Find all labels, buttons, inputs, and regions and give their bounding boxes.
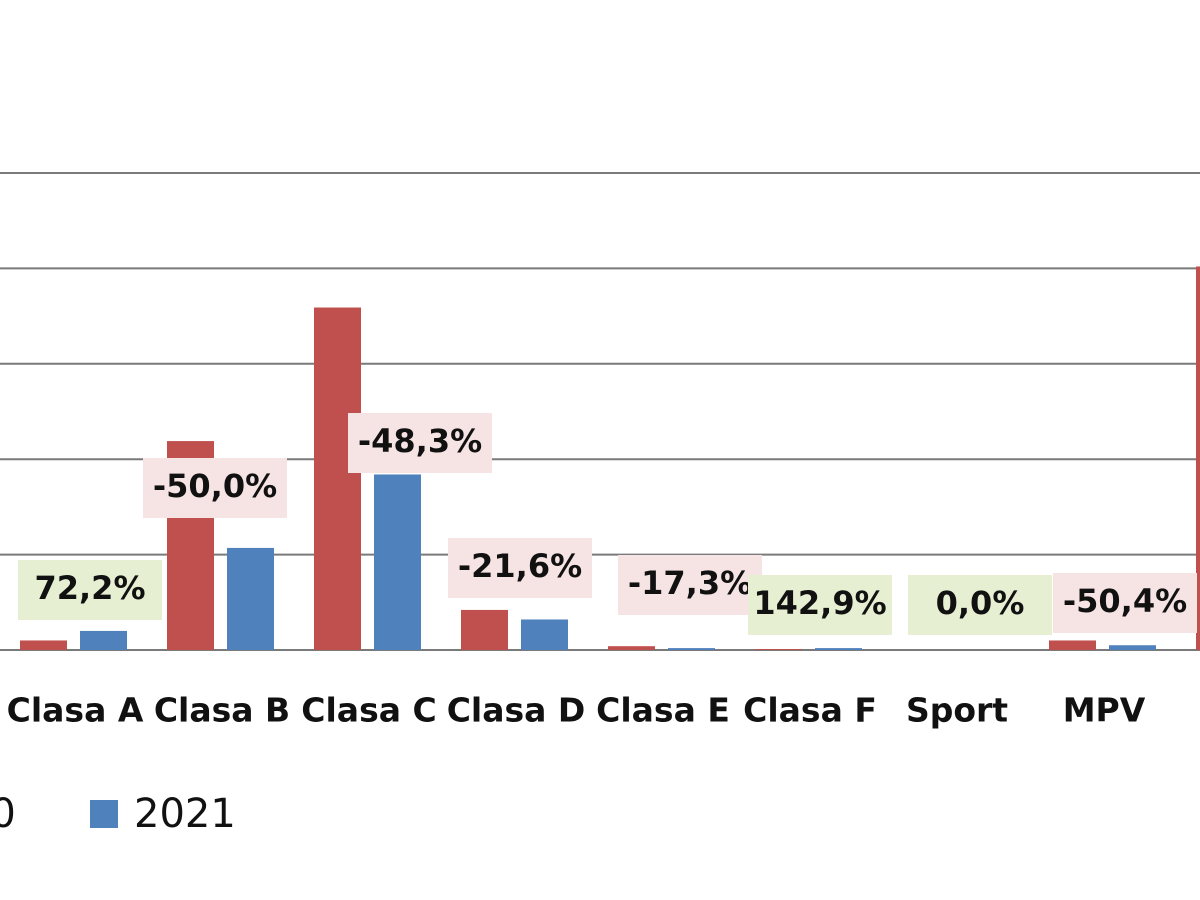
change-label: -17,3% bbox=[628, 564, 752, 602]
x-tick-label: MPV bbox=[1063, 691, 1146, 730]
change-label: -48,3% bbox=[358, 422, 482, 460]
change-label-box bbox=[748, 575, 892, 635]
change-label: -21,6% bbox=[458, 547, 582, 585]
legend-label: 2020 bbox=[0, 791, 16, 837]
change-label: 0,0% bbox=[936, 584, 1025, 622]
bar bbox=[755, 649, 802, 650]
change-label-box bbox=[143, 458, 287, 518]
change-label-box bbox=[448, 538, 592, 598]
change-label: 72,2% bbox=[34, 569, 145, 607]
x-tick-label: Clasa E bbox=[596, 691, 730, 730]
bar bbox=[314, 307, 361, 650]
bar bbox=[1109, 645, 1156, 650]
change-label-box bbox=[618, 555, 762, 615]
bar bbox=[521, 619, 568, 650]
x-tick-label: Clasa D bbox=[447, 691, 586, 730]
change-label-box bbox=[348, 413, 492, 473]
legend-label: 2021 bbox=[134, 791, 236, 837]
change-label-box bbox=[908, 575, 1052, 635]
x-tick-label: Clasa A bbox=[7, 691, 144, 730]
bar bbox=[608, 646, 655, 650]
bar bbox=[20, 640, 67, 650]
change-label: 142,9% bbox=[753, 584, 886, 622]
x-tick-label: Clasa B bbox=[154, 691, 290, 730]
x-tick-label: Sport bbox=[906, 691, 1008, 730]
legend-swatch bbox=[90, 800, 118, 828]
x-tick-label: Clasa C bbox=[301, 691, 436, 730]
bar bbox=[461, 609, 508, 650]
bar bbox=[668, 648, 715, 650]
change-label: -50,4% bbox=[1063, 582, 1187, 620]
bar bbox=[80, 630, 127, 650]
x-tick-label: Clasa F bbox=[743, 691, 877, 730]
change-label-box bbox=[1053, 573, 1197, 633]
bar bbox=[1196, 266, 1200, 650]
bar bbox=[815, 648, 862, 650]
bar bbox=[1049, 640, 1096, 650]
change-label: -50,0% bbox=[153, 467, 277, 505]
change-label-box bbox=[18, 560, 162, 620]
bar bbox=[227, 547, 274, 650]
bar bbox=[374, 474, 421, 650]
